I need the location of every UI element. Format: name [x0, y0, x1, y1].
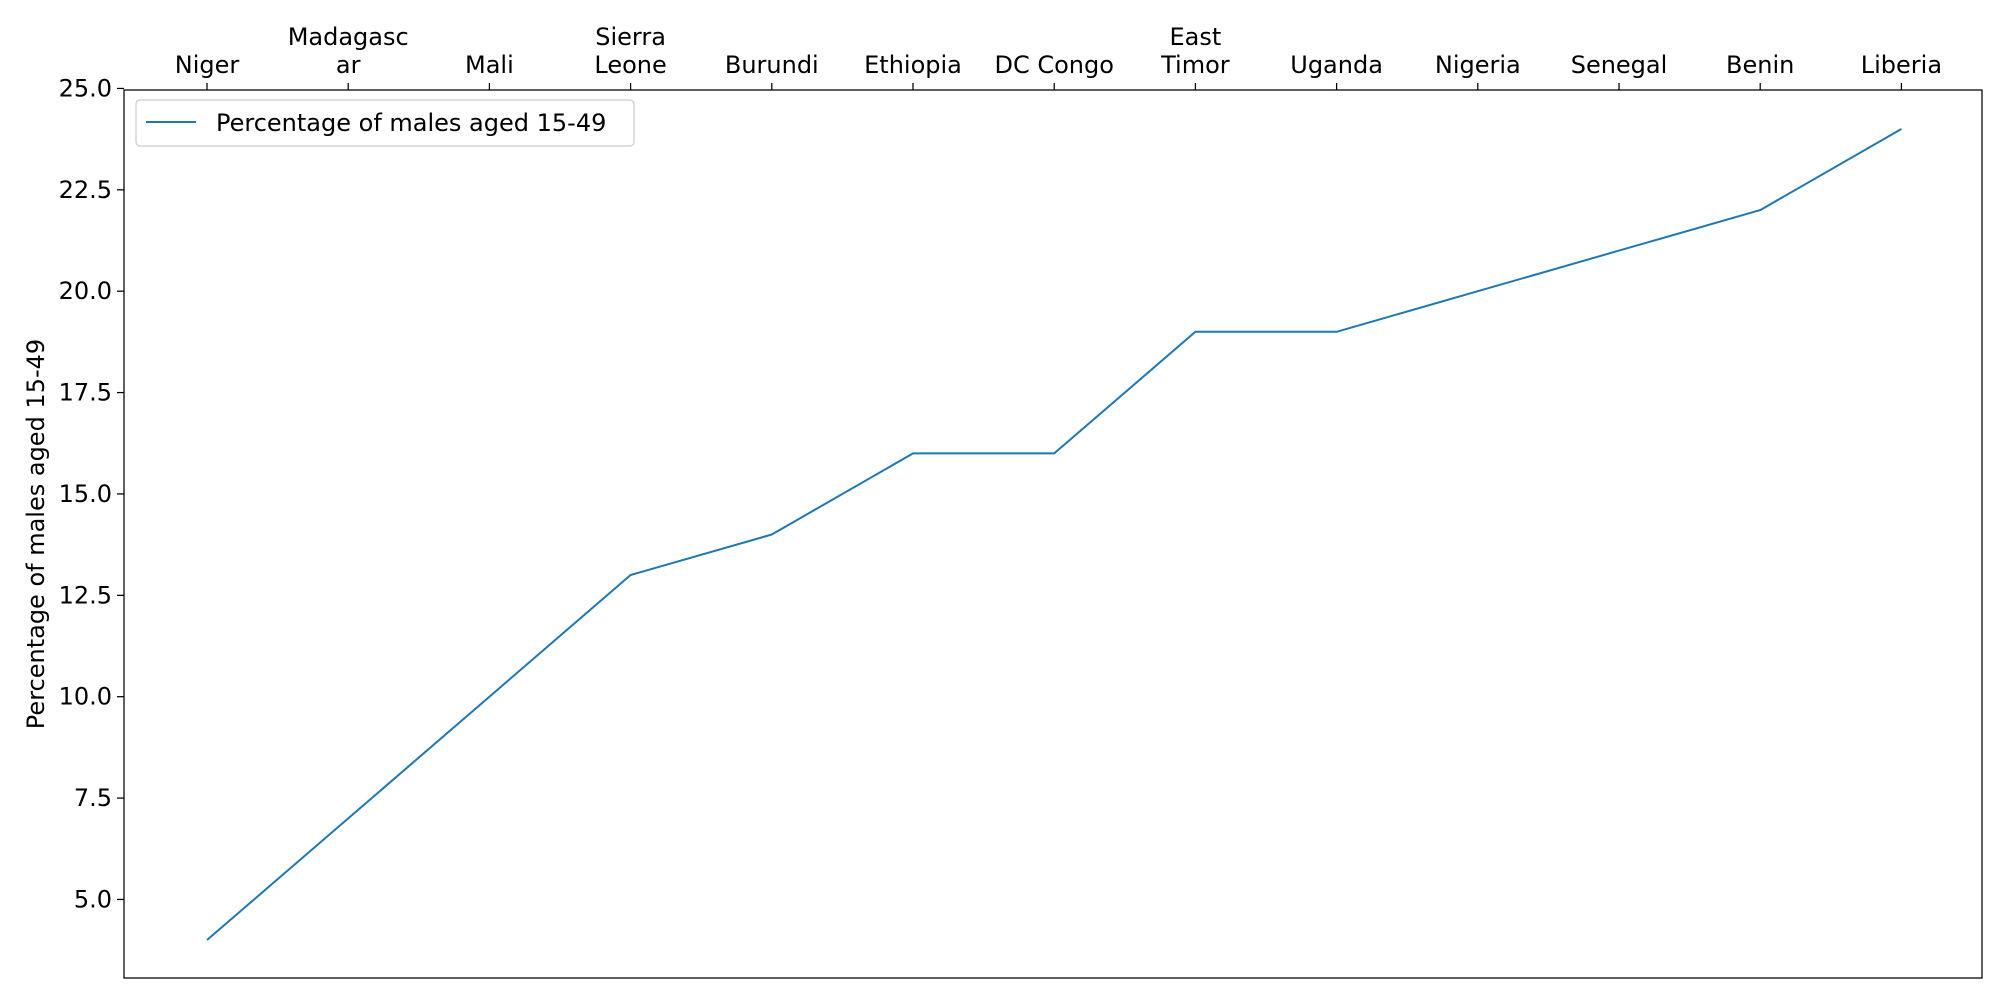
x-tick-label: Mali — [465, 51, 514, 79]
x-tick-label: East Timor — [1160, 23, 1230, 79]
series-layer — [206, 128, 1902, 941]
legend-box — [135, 99, 635, 147]
series-line — [206, 128, 1902, 941]
y-tick-label: 7.5 — [74, 784, 112, 812]
y-tick-label: 25.0 — [59, 74, 112, 102]
x-tick-label: Nigeria — [1435, 51, 1521, 79]
y-tick-label: 15.0 — [59, 480, 112, 508]
x-tick-label: Sierra Leone — [594, 23, 666, 79]
legend-label: Percentage of males aged 15-49 — [216, 109, 606, 137]
y-tick-label: 12.5 — [59, 581, 112, 609]
legend: Percentage of males aged 15-49 — [135, 99, 635, 147]
y-axis: 5.0 7.5 10.0 12.5 15.0 17.5 20.0 22.5 25.0 — [59, 74, 124, 913]
x-tick-label: Niger — [175, 51, 240, 79]
x-tick-label: Ethiopia — [864, 51, 962, 79]
x-tick-label: Benin — [1726, 51, 1794, 79]
plot-area — [123, 89, 1983, 979]
y-tick-label: 10.0 — [59, 683, 112, 711]
y-tick-label: 17.5 — [59, 379, 112, 407]
x-axis: Niger Madagasc ar Mali Sierra Leone Burundi Eth… — [175, 23, 1942, 90]
x-tick-label: Liberia — [1861, 51, 1942, 79]
x-tick-label: DC Congo — [994, 51, 1113, 79]
y-tick-label: 5.0 — [74, 885, 112, 913]
x-tick-label: Senegal — [1571, 51, 1668, 79]
y-axis-title: Percentage of males aged 15-49 — [22, 339, 50, 729]
x-tick-label: Uganda — [1290, 51, 1383, 79]
x-tick-label: Burundi — [725, 51, 819, 79]
y-tick-label: 20.0 — [59, 277, 112, 305]
x-tick-label: Madagasc ar — [288, 23, 409, 79]
y-tick-label: 22.5 — [59, 176, 112, 204]
